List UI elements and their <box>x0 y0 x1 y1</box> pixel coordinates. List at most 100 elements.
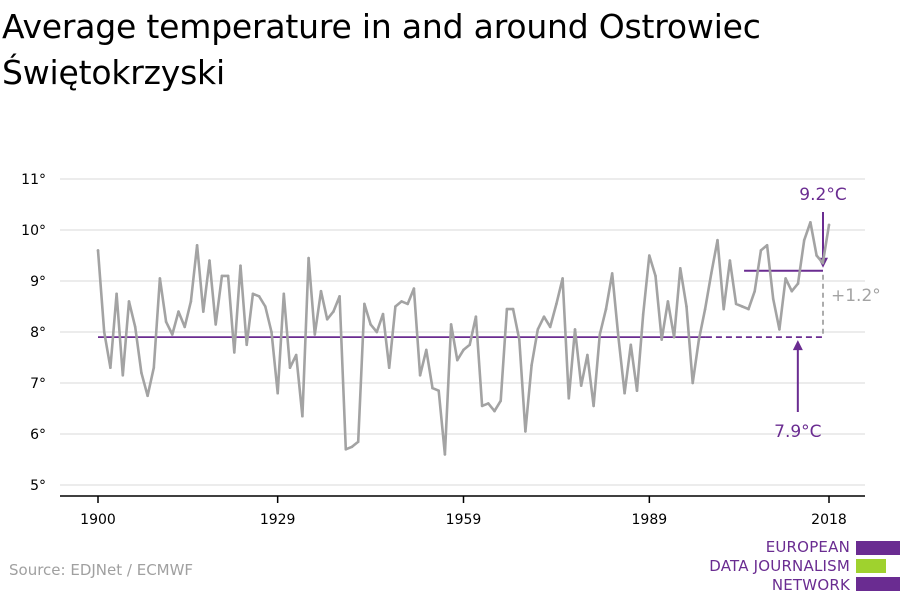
data-point-1949 <box>400 300 403 303</box>
data-point-1999 <box>710 272 713 275</box>
data-point-1926 <box>257 295 261 298</box>
x-tick-label-2018: 2018 <box>811 512 847 528</box>
data-point-1954 <box>431 386 434 390</box>
data-point-1956 <box>443 453 447 456</box>
data-point-1971 <box>536 328 540 331</box>
data-point-1946 <box>381 312 385 316</box>
chart-title: Average temperature in and around Ostrow… <box>2 7 761 92</box>
data-point-1900 <box>96 249 100 252</box>
data-point-1925 <box>251 292 255 296</box>
x-axis: 1900 1929 1959 1989 2018 <box>60 495 865 528</box>
y-tick-label-9: 9° <box>30 274 46 290</box>
data-point-1917 <box>202 310 205 313</box>
data-point-1984 <box>617 335 620 339</box>
data-point-1975 <box>561 277 564 280</box>
data-point-1986 <box>629 343 633 347</box>
recent-label: 9.2°C <box>799 185 846 205</box>
data-point-1909 <box>152 366 156 370</box>
data-point-1910 <box>158 277 162 280</box>
data-point-1989 <box>648 254 651 257</box>
data-point-1922 <box>233 351 236 354</box>
data-point-1957 <box>449 323 453 326</box>
baseline-arrow-head <box>792 340 803 351</box>
annotations: +1.2° 7.9°C 9.2°C <box>98 185 881 442</box>
data-point-2014 <box>802 238 806 242</box>
data-point-1938 <box>332 310 335 313</box>
data-point-2016 <box>815 254 818 257</box>
data-point-1974 <box>555 302 558 306</box>
data-point-1923 <box>239 264 242 268</box>
data-point-1981 <box>598 333 602 336</box>
data-point-1985 <box>623 391 626 395</box>
data-point-1987 <box>635 389 639 393</box>
data-point-1990 <box>654 274 657 278</box>
data-point-1912 <box>171 333 174 336</box>
data-point-1911 <box>164 320 168 324</box>
data-point-1995 <box>685 305 688 308</box>
data-point-1915 <box>189 300 193 303</box>
series-line-0 <box>96 221 831 456</box>
data-point-1998 <box>703 307 707 311</box>
x-tick-label-1929: 1929 <box>260 512 296 528</box>
data-point-1964 <box>493 409 496 413</box>
data-point-1970 <box>530 363 533 367</box>
data-point-1924 <box>245 343 248 347</box>
data-point-2003 <box>734 302 738 306</box>
data-point-1994 <box>679 267 682 270</box>
data-point-1908 <box>146 394 149 398</box>
data-point-1932 <box>294 353 298 357</box>
logo-bar-purple-top <box>856 541 900 555</box>
data-point-1939 <box>338 295 341 298</box>
y-tick-label-8: 8° <box>30 325 46 341</box>
data-point-1979 <box>586 353 589 357</box>
data-point-1958 <box>456 358 459 362</box>
data-point-1977 <box>573 328 577 331</box>
data-point-1907 <box>140 371 143 375</box>
logo-bar-purple-bottom <box>856 577 900 591</box>
data-point-1920 <box>220 274 224 278</box>
data-point-1929 <box>276 391 280 395</box>
data-point-1961 <box>474 315 478 319</box>
data-point-1906 <box>133 325 137 329</box>
data-point-1927 <box>264 305 267 308</box>
data-point-1943 <box>363 302 366 306</box>
data-point-1951 <box>412 287 416 290</box>
data-point-1996 <box>691 381 694 385</box>
data-point-2010 <box>778 328 781 331</box>
data-point-2011 <box>784 277 787 280</box>
data-point-1934 <box>307 256 310 260</box>
data-point-1914 <box>183 325 186 329</box>
data-point-1942 <box>356 440 360 444</box>
x-tick-label-1989: 1989 <box>632 512 668 528</box>
edjn-logo[interactable]: EUROPEAN DATA JOURNALISM NETWORK <box>700 538 900 598</box>
data-point-1901 <box>102 330 106 334</box>
data-point-1945 <box>375 330 379 334</box>
data-point-1931 <box>288 366 292 370</box>
data-point-1963 <box>487 402 490 405</box>
data-point-1948 <box>394 305 397 308</box>
data-point-1960 <box>468 343 472 347</box>
y-axis-labels: 5° 6° 7° 8° 9° 10° 11° <box>21 172 46 494</box>
data-point-1905 <box>127 300 131 303</box>
data-point-1904 <box>121 374 125 377</box>
data-point-1941 <box>350 445 354 449</box>
data-point-1933 <box>301 414 304 418</box>
data-point-1921 <box>226 274 230 278</box>
data-point-1944 <box>369 323 372 326</box>
data-point-1916 <box>195 244 199 247</box>
data-point-2012 <box>790 289 794 293</box>
y-tick-label-11: 11° <box>21 172 46 188</box>
logo-text-line-1: EUROPEAN <box>765 538 850 556</box>
data-point-1953 <box>425 348 428 352</box>
data-point-1966 <box>505 307 509 311</box>
data-point-1993 <box>672 335 676 339</box>
data-point-2005 <box>747 307 750 311</box>
data-point-1967 <box>511 307 515 311</box>
data-point-1976 <box>567 397 571 400</box>
data-point-1973 <box>548 325 552 329</box>
x-tick-label-1959: 1959 <box>446 512 482 528</box>
data-point-1969 <box>524 430 527 433</box>
data-point-1955 <box>437 389 441 393</box>
data-point-2017 <box>821 261 825 265</box>
logo-text-line-2: DATA JOURNALISM <box>709 557 850 575</box>
